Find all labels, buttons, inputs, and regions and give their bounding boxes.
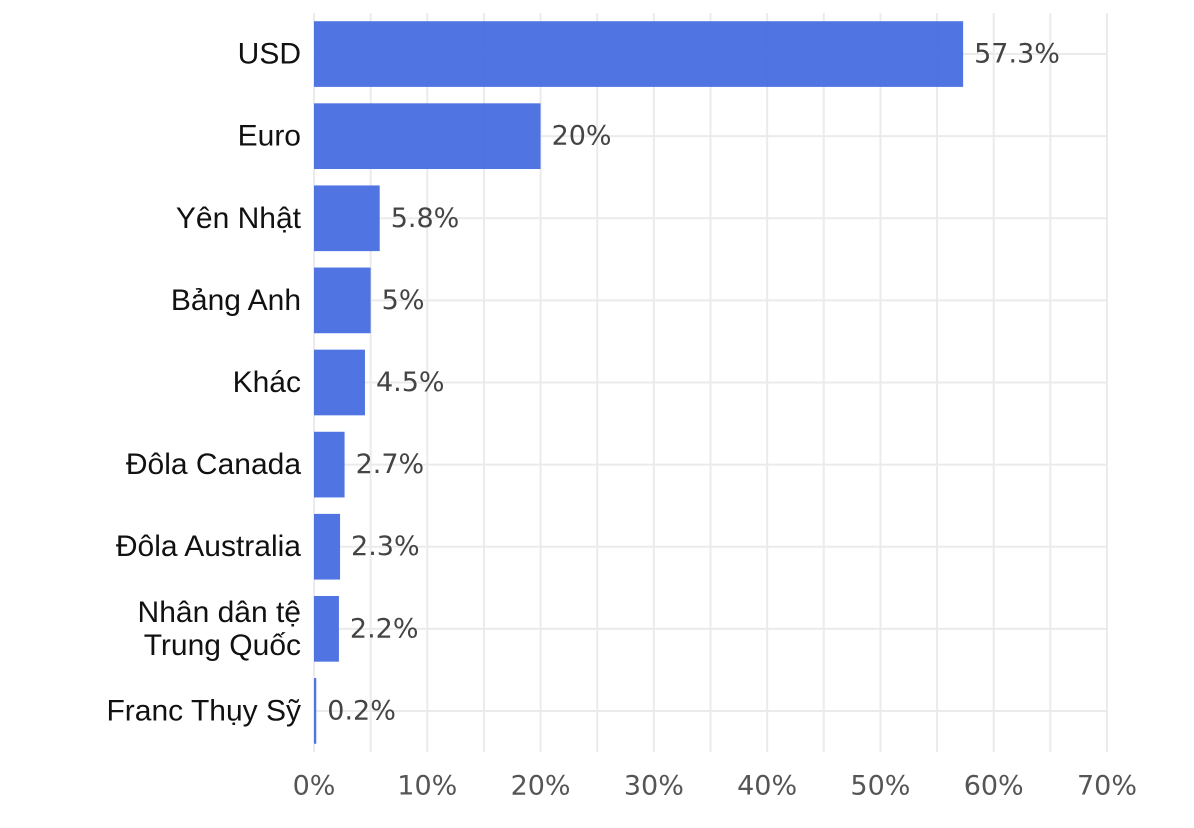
category-label: Đôla Australia — [116, 530, 301, 563]
data-label: 2.3% — [351, 531, 420, 562]
category-label: USD — [238, 38, 301, 71]
bar — [314, 103, 541, 170]
x-tick-label: 10% — [397, 771, 457, 802]
category-labels: USD Euro Yên Nhật Bảng Anh Khác Đôla Canada Đô… — [106, 38, 301, 728]
x-tick-label: 60% — [964, 771, 1024, 802]
category-label: Đôla Canada — [126, 448, 301, 481]
bar — [314, 267, 371, 334]
x-tick-label: 50% — [850, 771, 910, 802]
data-label: 2.7% — [356, 449, 425, 480]
data-label: 5.8% — [391, 203, 460, 234]
category-label: Khác — [233, 366, 301, 399]
x-tick-label: 70% — [1077, 771, 1137, 802]
bar — [314, 21, 964, 87]
category-label: Nhân dân tệ Trung Quốc — [138, 596, 301, 662]
category-label: Yên Nhật — [176, 202, 302, 235]
x-tick-label: 0% — [293, 771, 336, 802]
bar — [314, 595, 339, 662]
x-tick-label: 40% — [737, 771, 797, 802]
data-label: 20% — [552, 121, 612, 152]
x-tick-labels: 0% 10% 20% 30% 40% 50% 60% 70% — [293, 771, 1137, 802]
category-label: Bảng Anh — [171, 284, 301, 317]
grid — [313, 13, 1108, 752]
bar — [314, 349, 365, 416]
data-label: 4.5% — [376, 367, 445, 398]
data-labels: 57.3% 20% 5.8% 5% 4.5% 2.7% 2.3% 2.2% 0.2% — [327, 39, 1060, 727]
category-label: Euro — [238, 120, 301, 153]
data-label: 2.2% — [350, 613, 419, 644]
data-label: 0.2% — [327, 695, 396, 726]
x-tick-label: 20% — [511, 771, 571, 802]
bars — [314, 21, 964, 744]
category-label: Franc Thụy Sỹ — [106, 694, 301, 727]
data-label: 5% — [382, 285, 425, 316]
data-label: 57.3% — [974, 39, 1060, 70]
bar — [314, 513, 341, 580]
bar — [314, 185, 380, 252]
x-tick-label: 30% — [624, 771, 684, 802]
bar — [314, 678, 317, 744]
bar — [314, 431, 345, 498]
